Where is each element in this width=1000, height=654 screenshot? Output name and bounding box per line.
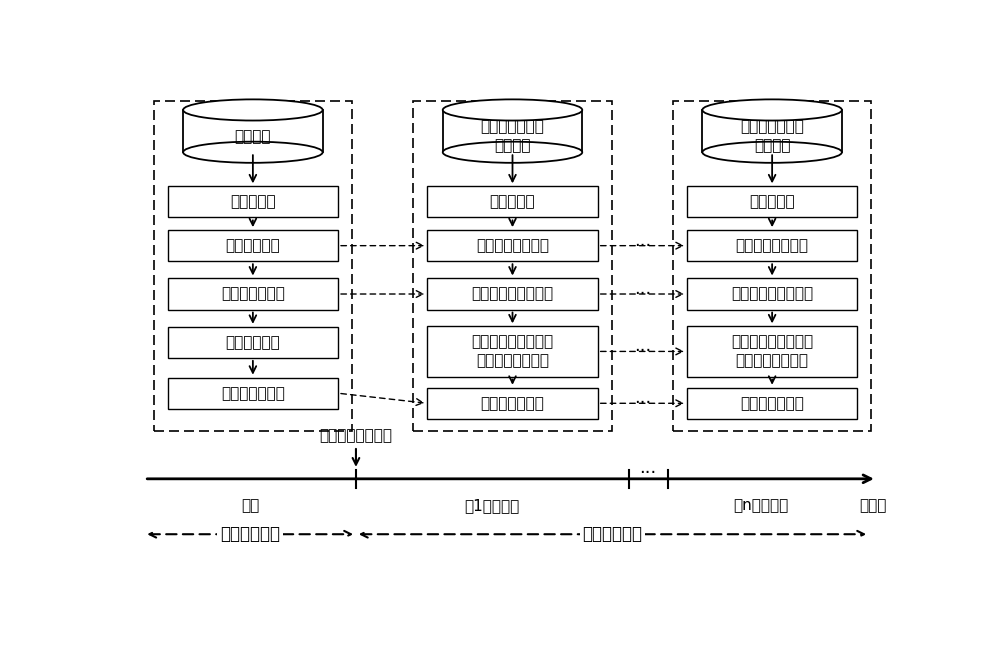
Text: 数据预处理: 数据预处理 <box>749 194 795 209</box>
Ellipse shape <box>183 99 323 120</box>
Bar <box>687 230 857 262</box>
Bar <box>673 101 871 431</box>
Text: 保持模型超参数一致: 保持模型超参数一致 <box>471 286 554 301</box>
Bar <box>687 279 857 309</box>
Text: 参数重要性更新: 参数重要性更新 <box>481 396 544 411</box>
Bar <box>443 110 582 152</box>
Text: 数据预处理: 数据预处理 <box>230 194 276 209</box>
Text: 保持模型输入一致: 保持模型输入一致 <box>476 238 549 253</box>
Ellipse shape <box>702 99 842 120</box>
Ellipse shape <box>183 142 323 163</box>
Text: ···: ··· <box>634 343 651 360</box>
Ellipse shape <box>443 142 582 163</box>
Text: ···: ··· <box>634 285 651 303</box>
Bar <box>168 279 338 309</box>
Text: 固定滑动窗内的
实时数据: 固定滑动窗内的 实时数据 <box>740 120 804 153</box>
Text: ···: ··· <box>634 237 651 254</box>
Bar <box>687 388 857 419</box>
Bar <box>168 230 338 262</box>
Text: 模型离线训练: 模型离线训练 <box>220 525 280 543</box>
Bar <box>427 230 598 262</box>
Text: 使用弹性权重固化对
模型参数进行微调: 使用弹性权重固化对 模型参数进行微调 <box>731 335 813 368</box>
Bar <box>427 388 598 419</box>
Text: 第1个滑动窗: 第1个滑动窗 <box>465 498 520 513</box>
Text: 参数重要性更新: 参数重要性更新 <box>740 396 804 411</box>
Text: 模型实时微调: 模型实时微调 <box>582 525 642 543</box>
Text: 模型超参数寻优: 模型超参数寻优 <box>221 286 285 301</box>
Text: 固定滑动窗内的
实时数据: 固定滑动窗内的 实时数据 <box>481 120 544 153</box>
Bar <box>687 326 857 377</box>
Bar <box>168 377 338 409</box>
Text: 过去: 过去 <box>241 498 259 513</box>
Text: 时间轴: 时间轴 <box>859 498 887 513</box>
Bar <box>168 186 338 218</box>
Bar <box>702 110 842 152</box>
Text: 使用弹性权重固化对
模型参数进行微调: 使用弹性权重固化对 模型参数进行微调 <box>471 335 554 368</box>
Bar <box>427 186 598 218</box>
Ellipse shape <box>702 142 842 163</box>
Text: 历史数据: 历史数据 <box>235 129 271 144</box>
Bar <box>183 110 323 152</box>
Text: 参数重要性计算: 参数重要性计算 <box>221 386 285 401</box>
Bar <box>427 279 598 309</box>
Bar <box>168 327 338 358</box>
Text: 数据预处理: 数据预处理 <box>490 194 535 209</box>
Ellipse shape <box>443 99 582 120</box>
Bar <box>154 101 352 431</box>
Text: ···: ··· <box>640 464 657 482</box>
Text: 第n个滑动窗: 第n个滑动窗 <box>733 498 788 513</box>
Text: 开始进行负荷预测: 开始进行负荷预测 <box>319 428 392 443</box>
Text: 保持模型超参数一致: 保持模型超参数一致 <box>731 286 813 301</box>
Text: ···: ··· <box>634 394 651 412</box>
Text: 保持模型输入一致: 保持模型输入一致 <box>736 238 809 253</box>
Text: 模型参数训练: 模型参数训练 <box>226 335 280 350</box>
Bar <box>687 186 857 218</box>
Text: 模型输入选择: 模型输入选择 <box>226 238 280 253</box>
Bar <box>413 101 612 431</box>
Bar <box>427 326 598 377</box>
